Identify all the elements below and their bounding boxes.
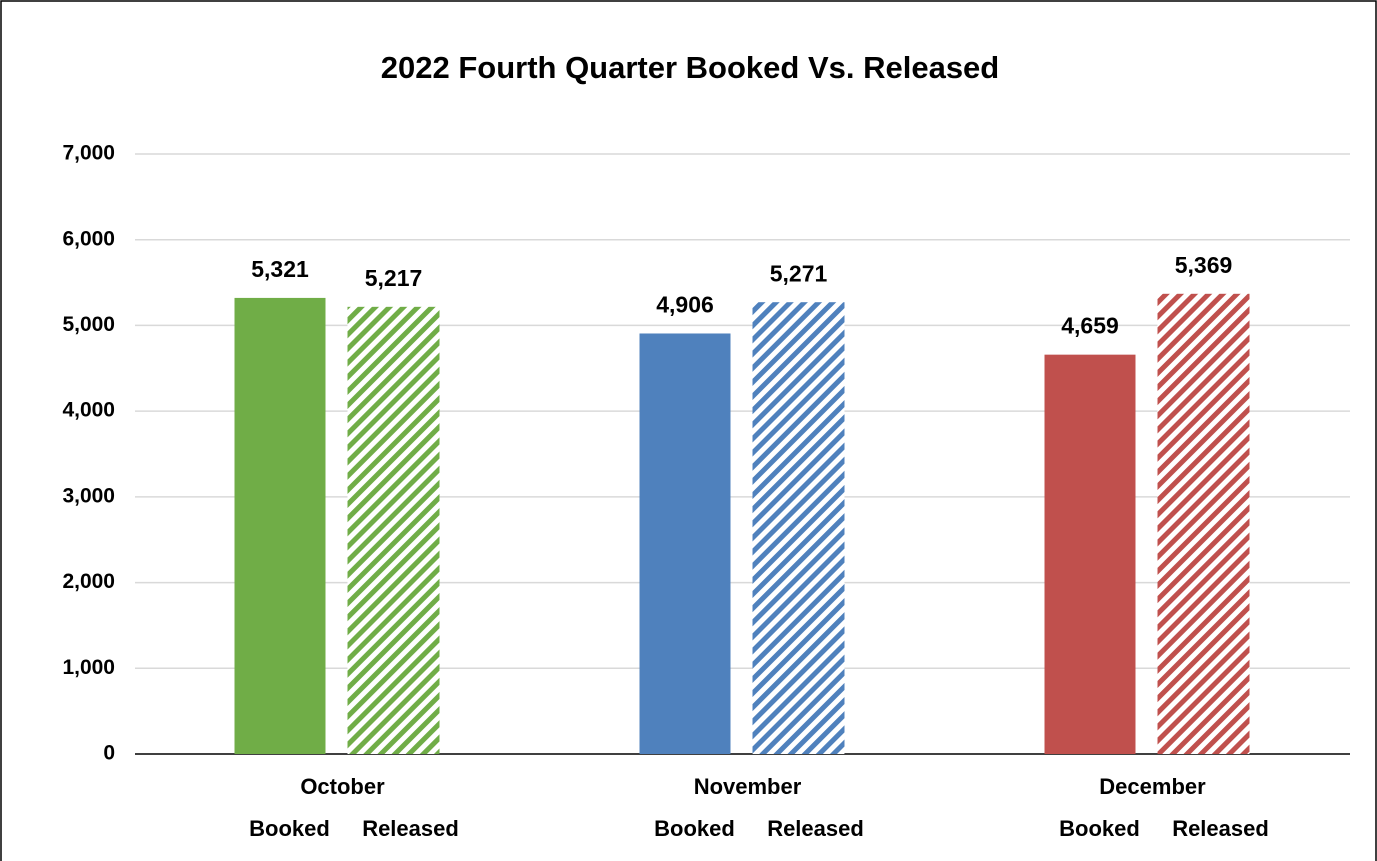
bar bbox=[1044, 354, 1136, 754]
data-label: 5,321 bbox=[251, 256, 309, 282]
y-tick-label: 0 bbox=[103, 742, 115, 765]
series-sub-label: Released bbox=[1172, 816, 1269, 841]
y-tick-label: 2,000 bbox=[62, 570, 115, 593]
data-label: 5,217 bbox=[365, 265, 423, 291]
chart-title: 2022 Fourth Quarter Booked Vs. Released bbox=[381, 50, 1000, 85]
bar bbox=[752, 302, 845, 754]
data-label: 5,271 bbox=[770, 260, 828, 286]
y-tick-label: 1,000 bbox=[62, 656, 115, 679]
y-tick-label: 6,000 bbox=[62, 227, 115, 250]
bar bbox=[234, 297, 326, 754]
data-label: 5,369 bbox=[1175, 252, 1233, 278]
x-tick-label: November bbox=[694, 774, 802, 799]
x-tick-label: October bbox=[300, 774, 385, 799]
x-tick-label: December bbox=[1099, 774, 1206, 799]
data-label: 4,906 bbox=[656, 292, 714, 318]
series-sub-label: Booked bbox=[1059, 816, 1140, 841]
series-sub-label: Released bbox=[362, 816, 459, 841]
y-tick-label: 7,000 bbox=[62, 142, 115, 165]
series-sub-label: Booked bbox=[654, 816, 735, 841]
bar bbox=[347, 306, 440, 754]
series-sub-label: Booked bbox=[249, 816, 330, 841]
y-tick-label: 5,000 bbox=[62, 313, 115, 336]
bar bbox=[1157, 293, 1250, 754]
series-sub-label: Released bbox=[767, 816, 864, 841]
data-label: 4,659 bbox=[1061, 313, 1119, 339]
bar bbox=[639, 333, 731, 754]
y-tick-label: 3,000 bbox=[62, 484, 115, 507]
y-tick-label: 4,000 bbox=[62, 399, 115, 422]
